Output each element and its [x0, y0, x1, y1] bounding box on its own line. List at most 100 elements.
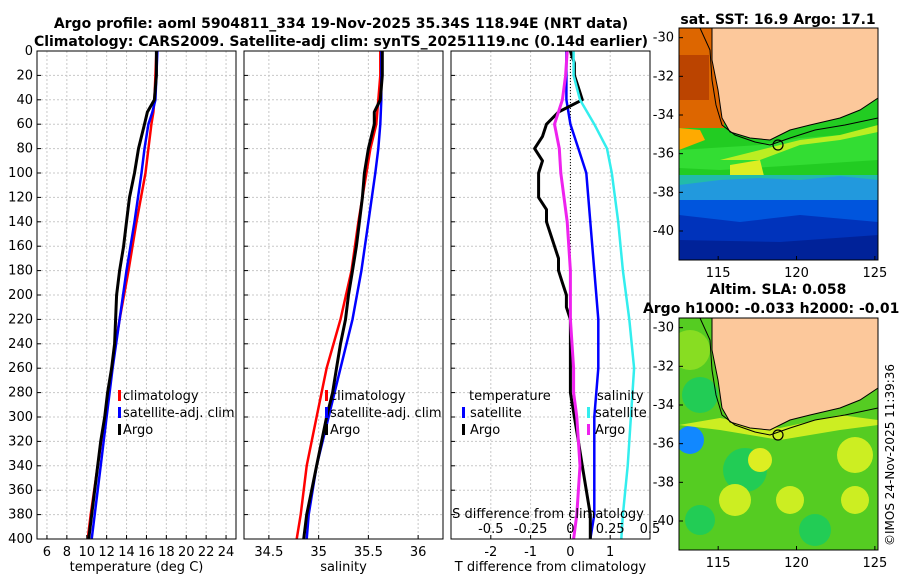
legend-salinity-title: salinity: [597, 389, 644, 404]
s-axis-tick-label: 0.25: [596, 522, 625, 537]
map-x-tick-label: 115: [706, 266, 731, 281]
x-tick-label: 34.5: [254, 545, 283, 560]
s-axis-tick-label: -0.5: [478, 522, 503, 537]
legend-swatch: [325, 390, 328, 401]
sla-float-marker: [772, 429, 784, 441]
map-x-tick-label: 125: [862, 266, 887, 281]
x-tick-label: 6: [43, 545, 51, 560]
figure-title-line2: Climatology: CARS2009. Satellite-adj cli…: [34, 34, 648, 50]
map-y-tick-label: -32: [653, 69, 674, 84]
map-y-tick-label: -36: [653, 147, 674, 162]
x-tick-label: 18: [158, 545, 175, 560]
series-line-argo: [87, 51, 158, 540]
series-line-salinity-argo: [553, 50, 582, 540]
legend-swatch: [587, 407, 590, 418]
y-tick-label: 200: [8, 288, 33, 303]
legend-entry: Argo: [123, 423, 153, 438]
map-y-tick-label: -34: [653, 398, 674, 413]
temperature-panel: 6 8 10 12 14 16 18 20 22 240204060801001201401601…: [8, 44, 237, 575]
y-tick-label: 100: [8, 166, 33, 181]
y-tick-label: 220: [8, 312, 33, 327]
x-tick-label: 22: [198, 545, 215, 560]
map-y-tick-label: -40: [653, 514, 674, 529]
sla-map-title: Altim. SLA: 0.058: [710, 282, 847, 298]
y-tick-label: 160: [8, 239, 33, 254]
legend-temperature-title: temperature: [469, 389, 551, 404]
map-y-tick-label: -34: [653, 108, 674, 123]
legend-entry: Argo: [595, 423, 625, 438]
difference-top-axis-label: S difference from climatology: [452, 507, 644, 522]
x-tick-label: 35.5: [354, 545, 383, 560]
y-tick-label: 280: [8, 386, 33, 401]
sst-map-panel: sat. SST: 16.9 Argo: 17.1 115 120 125 -30 -3…: [653, 12, 888, 281]
legend-swatch: [118, 424, 121, 435]
series-line-salinity-satellite: [572, 51, 636, 540]
copyright-stamp: ©IMOS 24-Nov-2025 11:39:36: [883, 364, 897, 546]
figure-title-line1: Argo profile: aoml 5904811_334 19-Nov-20…: [54, 16, 628, 32]
sst-float-marker: [772, 139, 784, 151]
series-line-argo: [302, 51, 384, 540]
legend-swatch: [587, 424, 590, 435]
sla-map-title2: Argo h1000: -0.033 h2000: -0.017: [643, 301, 900, 317]
y-tick-label: 340: [8, 459, 33, 474]
map-x-tick-label: 120: [784, 556, 809, 571]
legend-swatch: [462, 407, 465, 418]
y-tick-label: 120: [8, 190, 33, 205]
legend-swatch: [462, 424, 465, 435]
y-tick-label: 40: [16, 93, 33, 108]
x-tick-label: 12: [98, 545, 115, 560]
map-y-tick-label: -40: [653, 224, 674, 239]
x-tick-label: 16: [138, 545, 155, 560]
series-line-temperature-argo: [533, 50, 592, 539]
x-tick-label: 1: [606, 545, 614, 560]
x-tick-label: 8: [63, 545, 71, 560]
legend-entry: climatology: [330, 389, 406, 404]
x-axis-label: temperature (deg C): [70, 560, 204, 575]
map-x-tick-label: 115: [706, 556, 731, 571]
legend-swatch: [118, 407, 121, 418]
map-y-tick-label: -32: [653, 359, 674, 374]
y-tick-label: 0: [25, 44, 33, 59]
series-line-temperature-satellite: [565, 51, 600, 540]
y-tick-label: 20: [16, 68, 33, 83]
s-axis-tick-label: 0.5: [640, 522, 661, 537]
legend-entry: satellite: [595, 406, 647, 421]
map-x-tick-label: 120: [784, 266, 809, 281]
y-tick-label: 380: [8, 508, 33, 523]
difference-panel: -2 -1 0 1T difference from climatology tempe…: [450, 50, 661, 575]
x-tick-label: -2: [484, 545, 497, 560]
legend-swatch: [325, 424, 328, 435]
salinity-panel: 34.5 35 35.5 36 salinity climatology satellite…: [243, 50, 444, 575]
legend-swatch: [118, 390, 121, 401]
map-x-tick-label: 125: [862, 556, 887, 571]
y-tick-label: 240: [8, 337, 33, 352]
x-tick-label: 24: [218, 545, 235, 560]
y-tick-label: 320: [8, 434, 33, 449]
legend-entry: satellite: [470, 406, 522, 421]
x-tick-label: 20: [178, 545, 195, 560]
legend-entry: Argo: [470, 423, 500, 438]
sst-map-title: sat. SST: 16.9 Argo: 17.1: [680, 12, 875, 28]
legend-entry: Argo: [330, 423, 360, 438]
y-tick-label: 180: [8, 264, 33, 279]
x-tick-label: 10: [78, 545, 95, 560]
y-tick-label: 60: [16, 117, 33, 132]
legend-swatch: [325, 407, 328, 418]
y-tick-label: 400: [8, 532, 33, 547]
sst-map-frame: [678, 27, 879, 261]
map-y-tick-label: -36: [653, 437, 674, 452]
s-axis-tick-label: -0.25: [514, 522, 548, 537]
x-tick-label: 36: [410, 545, 427, 560]
y-tick-label: 300: [8, 410, 33, 425]
map-y-tick-label: -30: [653, 321, 674, 336]
y-tick-label: 140: [8, 215, 33, 230]
s-axis-tick-label: 0: [566, 522, 574, 537]
legend-entry: satellite-adj. clim: [330, 406, 442, 421]
series-line-satellite-adj-clim: [90, 50, 159, 540]
legend-entry: satellite-adj. clim: [123, 406, 235, 421]
map-y-tick-label: -38: [653, 475, 674, 490]
x-tick-label: -1: [524, 545, 537, 560]
legend-entry: climatology: [123, 389, 199, 404]
sla-map-frame: [678, 317, 879, 551]
